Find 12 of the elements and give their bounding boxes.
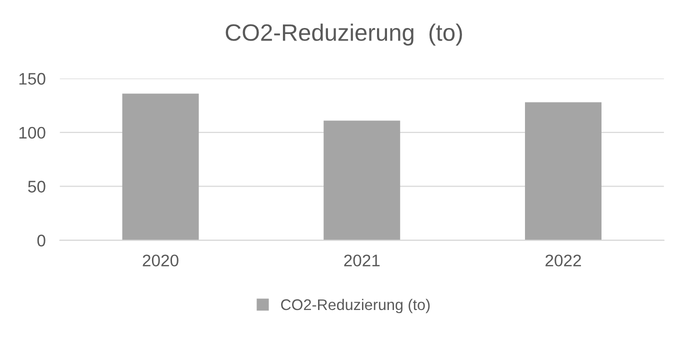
bar bbox=[122, 94, 199, 240]
bar bbox=[324, 120, 400, 240]
chart-title: CO2-Reduzierung (to) bbox=[226, 24, 462, 46]
y-tick-label: 150 bbox=[19, 72, 46, 85]
y-tick-label: 0 bbox=[37, 234, 46, 246]
bar bbox=[524, 102, 602, 240]
y-tick-label: 100 bbox=[19, 126, 46, 139]
y-tick-label: 50 bbox=[28, 180, 46, 193]
x-tick-label: 2021 bbox=[344, 254, 380, 266]
legend-label: CO2-Reduzierung (to) bbox=[281, 298, 430, 314]
x-tick-label: 2020 bbox=[142, 254, 178, 266]
x-tick-label: 2022 bbox=[546, 254, 581, 266]
